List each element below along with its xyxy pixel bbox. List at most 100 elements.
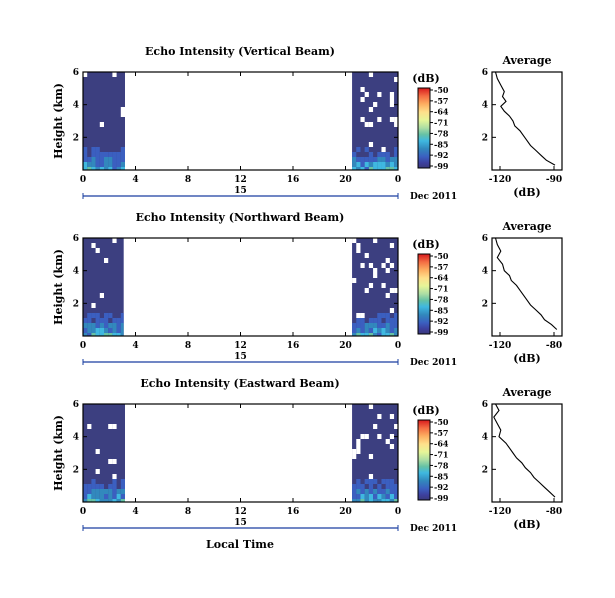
echo-cell xyxy=(112,323,117,328)
echo-cell xyxy=(394,313,398,318)
echo-cell xyxy=(377,323,382,328)
echo-cell xyxy=(99,494,104,499)
colorbar-tick-label: -50 xyxy=(434,85,449,95)
x-tick-label: -120 xyxy=(489,175,512,185)
echo-cell xyxy=(120,152,125,157)
echo-cell xyxy=(356,489,361,494)
y-tick-label: 6 xyxy=(73,400,79,410)
echo-cell xyxy=(116,318,121,323)
echo-cell xyxy=(95,494,100,499)
x-tick-label: -80 xyxy=(546,341,562,351)
echo-cell xyxy=(364,499,369,502)
echo-cell xyxy=(368,494,374,499)
echo-cell xyxy=(83,162,88,167)
echo-cell xyxy=(389,167,395,170)
echo-cell xyxy=(394,333,398,336)
y-tick-label: 4 xyxy=(73,267,79,277)
colorbar-tick-label: -57 xyxy=(434,96,448,106)
echo-cell xyxy=(112,167,117,170)
y-tick-label: 2 xyxy=(73,299,79,309)
profile-title: Average xyxy=(501,386,551,399)
echo-cell xyxy=(112,484,117,489)
echo-cell xyxy=(368,484,374,489)
data-block xyxy=(83,238,124,336)
nodata-cell xyxy=(112,474,117,479)
echo-cell xyxy=(87,313,92,318)
colorbar-tick-label: -92 xyxy=(434,150,448,160)
echo-cell xyxy=(95,323,100,328)
y-tick-label: 4 xyxy=(482,101,488,111)
echo-cell xyxy=(368,328,374,333)
echo-cell xyxy=(377,494,382,499)
colorbar-tick-label: -99 xyxy=(434,493,449,503)
y-tick-label: 6 xyxy=(73,68,79,78)
echo-cell xyxy=(120,162,125,167)
x-tick-label: 20 xyxy=(339,507,352,517)
nodata-cell xyxy=(352,238,357,243)
nodata-cell xyxy=(356,444,361,449)
echo-cell xyxy=(91,328,96,333)
y-tick-label: 2 xyxy=(482,299,488,309)
echo-cell xyxy=(385,484,390,489)
echo-cell xyxy=(389,489,395,494)
echo-cell xyxy=(381,479,386,484)
echo-cell xyxy=(104,318,109,323)
echo-cell xyxy=(108,157,113,162)
data-block xyxy=(352,238,398,336)
echo-cell xyxy=(120,147,125,152)
echo-cell xyxy=(87,489,92,494)
data-block xyxy=(352,72,398,170)
echo-cell xyxy=(108,152,113,157)
echo-cell xyxy=(104,323,109,328)
echo-cell xyxy=(385,499,390,502)
nodata-cell xyxy=(389,288,395,293)
echo-cell xyxy=(385,318,390,323)
echo-cell xyxy=(108,167,113,170)
echo-cell xyxy=(394,318,398,323)
nodata-cell xyxy=(377,117,382,122)
x-tick-label: 0 xyxy=(80,175,86,185)
echo-cell xyxy=(99,499,104,502)
nodata-cell xyxy=(377,92,382,97)
x-tick-label: -120 xyxy=(489,341,512,351)
echo-cell xyxy=(83,494,88,499)
echo-cell xyxy=(83,489,88,494)
nodata-cell xyxy=(389,243,395,248)
echo-cell xyxy=(83,333,88,336)
nodata-cell xyxy=(356,439,361,444)
nodata-cell xyxy=(356,449,361,454)
day-label: 15 xyxy=(234,518,247,528)
echo-cell xyxy=(104,333,109,336)
x-tick-label: 12 xyxy=(234,341,247,351)
echo-cell xyxy=(87,162,92,167)
echo-cell xyxy=(394,494,398,499)
x-tick-label: 4 xyxy=(132,507,138,517)
nodata-cell xyxy=(104,258,109,263)
echo-cell xyxy=(120,333,124,336)
x-tick-label: 8 xyxy=(185,507,191,517)
nodata-cell xyxy=(360,87,365,92)
y-axis-label: Height (km) xyxy=(52,249,65,325)
heatmap-plot: 0 4 8 12 16 20 0 6 4 2 xyxy=(73,400,401,517)
echo-cell xyxy=(356,333,361,336)
echo-cell xyxy=(394,162,398,167)
echo-cell xyxy=(112,499,117,502)
echo-cell xyxy=(91,323,96,328)
echo-cell xyxy=(108,499,113,502)
profile-title: Average xyxy=(501,54,551,67)
echo-cell xyxy=(120,318,124,323)
echo-cell xyxy=(368,318,374,323)
echo-cell xyxy=(116,489,121,494)
heatmap-title: Echo Intensity (Eastward Beam) xyxy=(140,377,339,390)
colorbar-tick-label: -50 xyxy=(434,417,449,427)
echo-cell xyxy=(368,162,374,167)
echo-cell xyxy=(356,479,361,484)
echo-cell xyxy=(112,328,117,333)
echo-cell xyxy=(373,157,378,162)
echo-cell xyxy=(377,333,382,336)
echo-cell xyxy=(360,494,365,499)
echo-cell xyxy=(385,328,390,333)
echo-cell xyxy=(108,323,113,328)
nodata-cell xyxy=(364,253,369,258)
echo-cell xyxy=(381,489,386,494)
